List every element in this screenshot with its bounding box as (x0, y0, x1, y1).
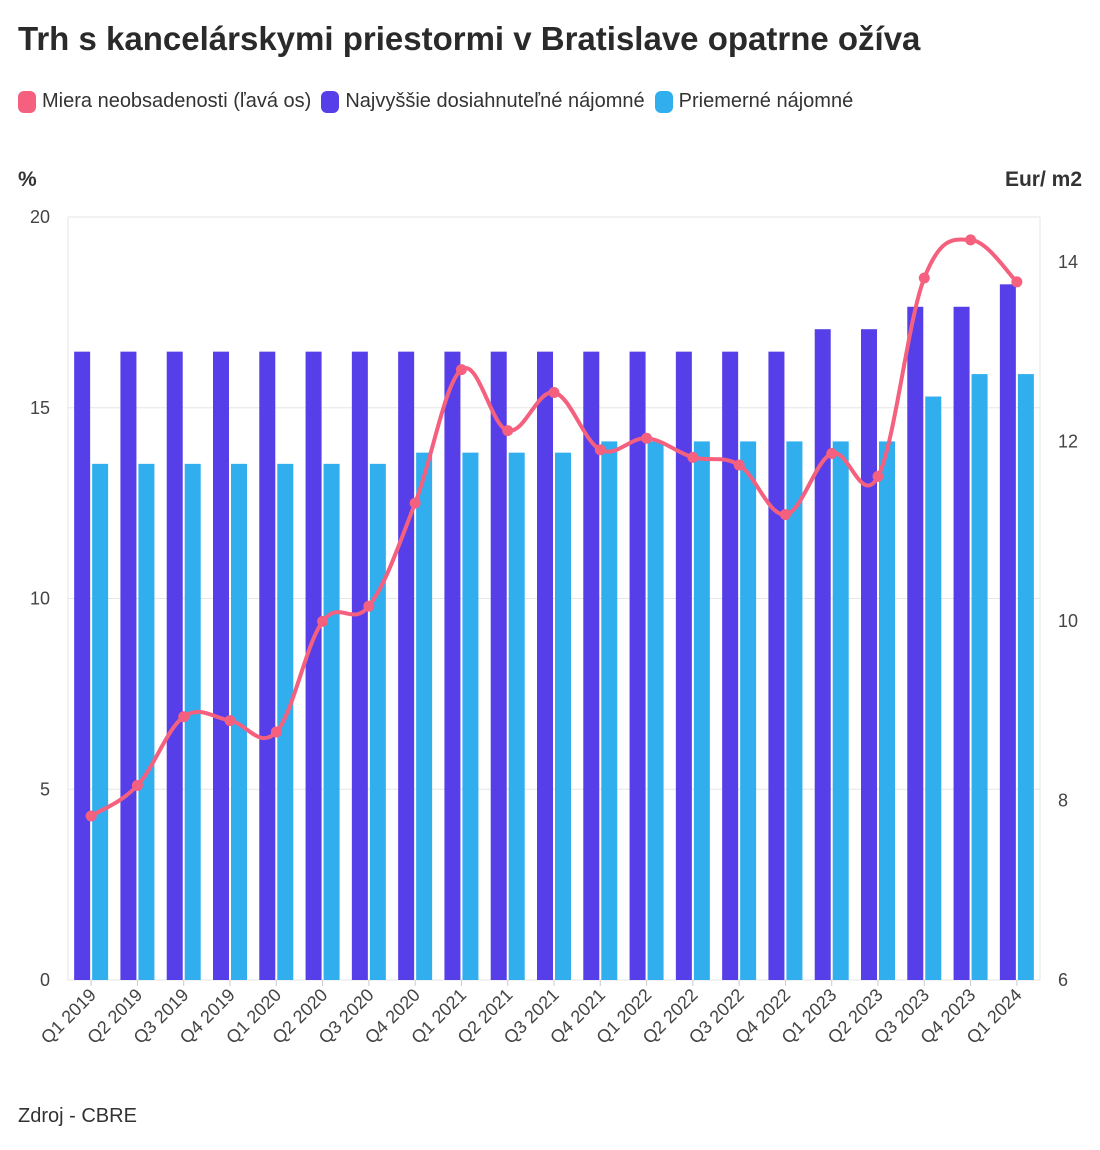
bar-average-rent (693, 441, 710, 981)
source-note: Zdroj - CBRE (18, 1105, 137, 1127)
bar-prime-rent (305, 351, 322, 980)
vacancy-point (270, 726, 282, 738)
vacancy-point (455, 364, 467, 376)
vacancy-point (641, 432, 653, 444)
bar-average-rent (462, 452, 479, 981)
bar-average-rent (925, 396, 942, 980)
right-tick-label: 6 (1058, 970, 1068, 990)
left-tick-label: 20 (30, 207, 50, 227)
bar-average-rent (555, 452, 571, 981)
vacancy-point (779, 509, 791, 521)
left-tick-label: 15 (30, 398, 50, 418)
bar-prime-rent (907, 306, 924, 980)
vacancy-point (1011, 276, 1023, 288)
bar-prime-rent (537, 351, 553, 980)
vacancy-point (826, 448, 838, 460)
bar-average-rent (138, 463, 155, 981)
right-axis-unit: Eur/ m2 (1004, 168, 1082, 191)
bar-prime-rent (768, 351, 785, 980)
bar-prime-rent (444, 351, 461, 980)
bar-average-rent (879, 441, 895, 981)
bar-average-rent (184, 463, 201, 981)
left-tick-label: 10 (30, 589, 50, 609)
vacancy-point (594, 444, 606, 456)
legend-label-prime-rent: Najvyššie dosiahnuteľné nájomné (345, 90, 645, 112)
bar-prime-rent (814, 329, 831, 980)
bar-average-rent (508, 452, 525, 981)
bar-prime-rent (120, 351, 137, 980)
bar-average-rent (740, 441, 757, 981)
bar-prime-rent (722, 351, 739, 980)
bar-prime-rent (74, 351, 91, 980)
vacancy-point (502, 425, 514, 437)
vacancy-point (548, 386, 560, 398)
bar-average-rent (786, 441, 803, 981)
bar-prime-rent (629, 351, 646, 980)
bar-average-rent (92, 463, 109, 981)
bar-average-rent (277, 463, 294, 981)
legend: Miera neobsadenosti (ľavá os) Najvyššie … (18, 90, 853, 113)
right-tick-label: 10 (1058, 611, 1078, 631)
vacancy-point (687, 451, 699, 463)
vacancy-point (872, 470, 884, 482)
legend-item-prime-rent[interactable]: Najvyššie dosiahnuteľné nájomné (321, 90, 645, 113)
vacancy-point (178, 711, 190, 723)
bar-average-rent (369, 463, 386, 981)
vacancy-point (965, 234, 977, 246)
bar-prime-rent (259, 351, 276, 980)
legend-swatch-prime-rent (321, 90, 340, 113)
bar-prime-rent (398, 351, 415, 980)
bar-prime-rent (490, 351, 507, 980)
bar-prime-rent (583, 351, 600, 980)
bar-average-rent (601, 441, 618, 981)
bar-average-rent (971, 374, 988, 980)
bar-average-rent (231, 463, 247, 981)
bar-prime-rent (213, 351, 229, 980)
vacancy-point (85, 810, 97, 822)
right-tick-label: 14 (1058, 252, 1078, 272)
left-axis-unit: % (18, 168, 37, 191)
legend-swatch-vacancy (18, 90, 36, 113)
bar-average-rent (832, 441, 849, 981)
right-tick-label: 8 (1058, 790, 1068, 810)
legend-label-average-rent: Priemerné nájomné (678, 90, 854, 112)
vacancy-point (224, 715, 236, 727)
vacancy-point (918, 272, 930, 284)
bar-average-rent (416, 452, 433, 981)
vacancy-point (363, 600, 375, 612)
left-tick-label: 0 (40, 970, 50, 990)
right-tick-label: 12 (1058, 431, 1078, 451)
vacancy-point (409, 497, 421, 509)
legend-label-vacancy: Miera neobsadenosti (ľavá os) (42, 90, 312, 112)
vacancy-line (90, 237, 1019, 818)
vacancy-point (317, 615, 329, 627)
bar-prime-rent (351, 351, 368, 980)
bar-prime-rent (675, 351, 692, 980)
left-tick-label: 5 (40, 779, 50, 799)
vacancy-point (131, 779, 143, 791)
legend-item-average-rent[interactable]: Priemerné nájomné (654, 90, 854, 113)
bar-prime-rent (166, 351, 183, 980)
bar-prime-rent (861, 329, 877, 980)
chart-title: Trh s kancelárskymi priestormi v Bratisl… (18, 20, 921, 57)
vacancy-point (733, 459, 745, 471)
legend-item-vacancy[interactable]: Miera neobsadenosti (ľavá os) (18, 90, 311, 113)
legend-swatch-average-rent (654, 90, 673, 113)
bar-prime-rent (999, 284, 1016, 981)
bar-prime-rent (953, 306, 970, 980)
bar-average-rent (323, 463, 340, 981)
bar-average-rent (1017, 374, 1034, 980)
bar-average-rent (647, 441, 664, 981)
